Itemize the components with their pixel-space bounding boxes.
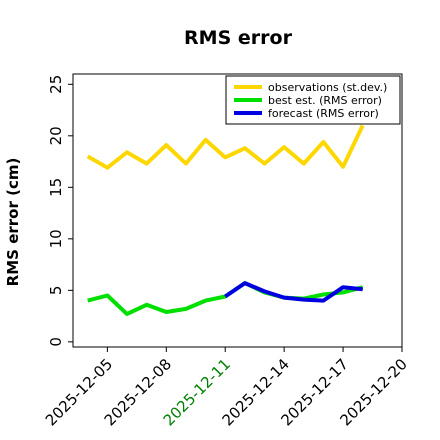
legend-label-1: best est. (RMS error)	[268, 94, 382, 107]
chart-title: RMS error	[184, 27, 293, 49]
legend-label-2: forecast (RMS error)	[268, 107, 379, 120]
y-tick-label: 25	[47, 75, 65, 94]
y-tick-label: 0	[47, 337, 65, 347]
series-line-2	[224, 281, 363, 303]
y-tick-label: 10	[47, 229, 65, 248]
x-axis: 2025-12-052025-12-082025-12-112025-12-14…	[42, 347, 411, 429]
y-tick-label: 5	[47, 286, 65, 296]
y-tick-label: 15	[47, 178, 65, 197]
series-line-0	[86, 124, 365, 170]
y-axis: 0 5 10 15 20 25	[47, 75, 73, 347]
y-axis-label: RMS error (cm)	[4, 158, 22, 287]
y-tick-label: 20	[47, 126, 65, 145]
legend-label-0: observations (st.dev.)	[268, 81, 387, 94]
series-lines	[86, 124, 365, 316]
legend: observations (st.dev.)best est. (RMS err…	[225, 75, 401, 125]
plot-area	[72, 73, 403, 348]
